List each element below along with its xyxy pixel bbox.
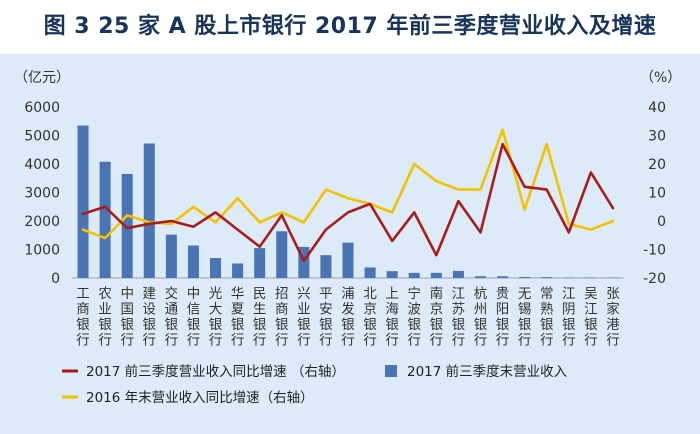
category-label: 浦发银行 <box>341 286 355 349</box>
legend-label: 2017 前三季度末营业收入 <box>407 363 568 380</box>
revenue-bar <box>320 255 332 278</box>
left-tick-label: 3000 <box>24 186 60 202</box>
category-label: 上海银行 <box>385 286 399 349</box>
category-label: 交通银行 <box>165 285 179 349</box>
category-label: 杭州银行 <box>474 286 488 349</box>
category-label: 中国银行 <box>120 286 134 349</box>
revenue-bar <box>386 271 398 278</box>
revenue-bar <box>497 276 509 278</box>
revenue-bar <box>77 125 89 279</box>
category-label: 招商银行 <box>275 286 289 349</box>
revenue-bar <box>99 161 111 278</box>
revenue-bar <box>254 248 266 278</box>
revenue-bar <box>541 277 553 278</box>
right-tick-label: -20 <box>643 271 666 287</box>
revenue-bar <box>585 277 597 279</box>
left-tick-label: 2000 <box>24 214 60 230</box>
revenue-bar <box>430 272 442 278</box>
right-axis-ticks: 40 30 20 10 0 -10 -20 <box>643 100 666 287</box>
left-tick-label: 1000 <box>24 243 60 259</box>
left-tick-label: 6000 <box>24 100 60 116</box>
legend: 2017 前三季度营业收入同比增速 （右轴） 2017 前三季度末营业收入 2016… <box>62 363 568 406</box>
right-tick-label: 20 <box>648 157 666 173</box>
revenue-bar <box>210 258 222 278</box>
category-label: 北京银行 <box>363 286 377 349</box>
category-label: 华夏银行 <box>231 286 245 349</box>
revenue-bar <box>232 263 244 278</box>
right-tick-label: -10 <box>643 243 666 259</box>
left-tick-label: 4000 <box>24 157 60 173</box>
revenue-bar <box>364 267 376 278</box>
legend-label: 2016 年末营业收入同比增速（右轴） <box>86 390 314 406</box>
right-axis-unit: （%） <box>640 70 681 86</box>
chart-title: 图 3 25 家 A 股上市银行 2017 年前三季度营业收入及增速 <box>0 0 700 54</box>
category-label: 建设银行 <box>143 286 157 349</box>
revenue-bar <box>298 246 310 278</box>
chart-canvas: （亿元） （%） 6000 5000 4000 3000 2000 1000 0 40 30 2… <box>14 70 681 406</box>
revenue-bar <box>452 270 464 278</box>
right-tick-label: 10 <box>648 186 666 202</box>
category-label: 平安银行 <box>319 286 333 349</box>
left-tick-label: 0 <box>51 271 60 287</box>
category-label: 贵阳银行 <box>496 286 510 349</box>
category-label: 中信银行 <box>187 286 201 349</box>
revenue-bar <box>519 277 531 278</box>
left-axis-ticks: 6000 5000 4000 3000 2000 1000 0 <box>24 100 60 287</box>
revenue-bar <box>408 272 420 278</box>
category-label: 江阴银行 <box>562 286 576 349</box>
right-tick-label: 30 <box>648 129 666 145</box>
revenue-bar <box>563 277 575 279</box>
growth-2016-line <box>81 128 615 240</box>
revenue-bar <box>165 234 177 278</box>
growth-2017-line <box>81 142 615 263</box>
growth-lines <box>81 128 615 263</box>
left-axis-unit: （亿元） <box>14 70 70 86</box>
left-tick-label: 5000 <box>24 129 60 145</box>
category-label: 南京银行 <box>430 286 444 349</box>
category-label: 工商银行 <box>76 286 90 349</box>
category-label: 兴业银行 <box>297 286 311 349</box>
right-tick-label: 0 <box>657 214 666 230</box>
category-label: 常熟银行 <box>540 286 554 349</box>
revenue-bar <box>143 143 155 278</box>
right-tick-label: 40 <box>648 100 666 116</box>
category-label: 农业银行 <box>98 286 112 349</box>
revenue-bar <box>121 173 133 278</box>
category-labels: 工商银行农业银行中国银行建设银行交通银行中信银行光大银行华夏银行民生银行招商银行… <box>76 285 620 349</box>
legend-swatch-box <box>385 365 397 377</box>
revenue-bars <box>77 125 619 279</box>
revenue-bar <box>276 231 288 278</box>
revenue-bar <box>187 245 199 278</box>
category-label: 宁波银行 <box>407 285 421 349</box>
revenue-bar <box>474 276 486 278</box>
category-label: 光大银行 <box>209 286 223 349</box>
category-label: 无锡银行 <box>518 286 532 349</box>
category-label: 张家港行 <box>606 286 620 349</box>
category-label: 民生银行 <box>253 286 267 349</box>
category-label: 吴江银行 <box>584 286 598 349</box>
legend-label: 2017 前三季度营业收入同比增速 （右轴） <box>86 363 345 380</box>
category-label: 江苏银行 <box>452 286 466 349</box>
revenue-bar <box>607 277 619 279</box>
revenue-bar <box>342 242 354 278</box>
